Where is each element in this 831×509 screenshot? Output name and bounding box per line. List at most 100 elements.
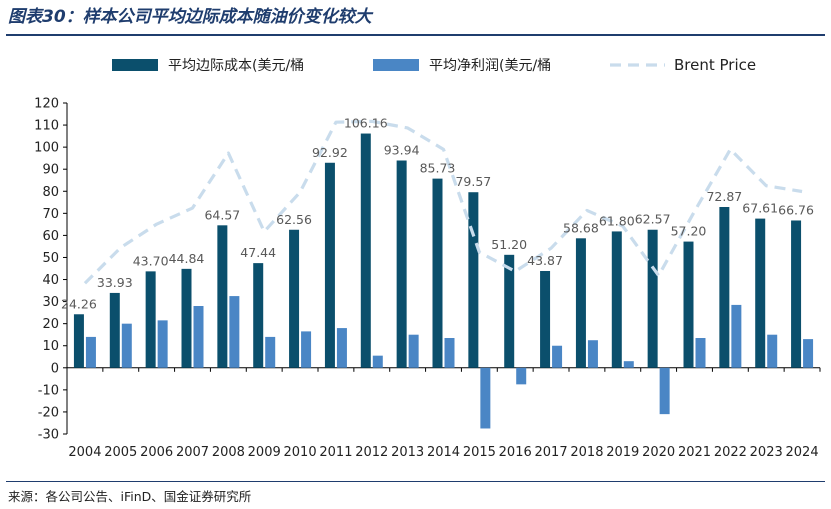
- cost-bar: [540, 270, 551, 368]
- y-tick-label: 80: [42, 185, 59, 200]
- y-tick-label: 120: [34, 97, 59, 112]
- y-tick-label: 110: [34, 119, 59, 134]
- cost-bar: [468, 192, 479, 368]
- cost-bar: [683, 241, 694, 368]
- brent-line: [83, 119, 803, 285]
- profit-bar: [803, 339, 814, 368]
- profit-bar: [480, 367, 491, 429]
- axes: -30 -20 -10 0 10 20 30 40 50 60 70 80 90 100 110 120: [34, 97, 821, 443]
- cost-bar: [217, 225, 228, 368]
- x-tick-label: 2006: [140, 445, 173, 460]
- x-tick-label: 2022: [714, 445, 747, 460]
- cost-bar: [719, 207, 730, 368]
- legend: 平均边际成本(美元/桶 平均净利润(美元/桶 Brent Price: [112, 56, 756, 74]
- source-note: 来源：各公司公告、iFinD、国金证券研究所: [8, 489, 252, 504]
- footer-rule: [6, 481, 825, 482]
- cost-bar: [611, 231, 622, 368]
- y-tick-label: -30: [38, 428, 59, 443]
- profit-bar: [408, 334, 419, 368]
- x-tick-label: 2016: [499, 445, 532, 460]
- bars: [73, 133, 814, 429]
- x-tick-label: 2024: [786, 445, 819, 460]
- x-tick-label: 2009: [248, 445, 281, 460]
- cost-bar: [791, 220, 802, 368]
- cost-bar: [360, 133, 371, 368]
- cost-bar: [647, 229, 658, 368]
- y-tick-label: 60: [42, 229, 59, 244]
- cost-bar: [504, 254, 515, 368]
- cost-data-label: 43.70: [133, 253, 169, 268]
- x-tick-label: 2019: [606, 445, 639, 460]
- cost-data-label: 62.56: [276, 212, 312, 227]
- x-tick-label: 2013: [391, 445, 424, 460]
- cost-data-label: 64.57: [204, 207, 240, 222]
- cost-data-label: 72.87: [706, 189, 742, 204]
- y-tick-label: 20: [42, 317, 59, 332]
- y-tick-label: 40: [42, 273, 59, 288]
- profit-bar: [121, 323, 132, 368]
- cost-data-label: 106.16: [344, 116, 388, 131]
- cost-data-label: 67.61: [742, 201, 778, 216]
- x-tick-label: 2004: [68, 445, 101, 460]
- profit-bar: [695, 338, 706, 368]
- cost-data-label: 33.93: [97, 275, 133, 290]
- cost-bar: [181, 268, 192, 368]
- cost-bar: [73, 314, 84, 368]
- x-tick-label: 2007: [176, 445, 209, 460]
- profit-bar: [659, 367, 670, 415]
- cost-bar: [145, 271, 156, 368]
- profit-bar: [767, 334, 778, 368]
- y-tick-label: -20: [38, 405, 59, 420]
- legend-swatch: [112, 59, 158, 71]
- cost-bar: [324, 162, 335, 368]
- profit-bar: [193, 306, 204, 368]
- profit-bar: [552, 345, 563, 368]
- profit-bar: [444, 338, 455, 368]
- profit-bar: [229, 296, 240, 368]
- x-axis-ticks: 2004 2005 2006 2007 2008 2009 2010 2011 2012 2013…: [68, 445, 818, 460]
- profit-bar: [587, 340, 598, 368]
- cost-data-label: 51.20: [491, 237, 527, 252]
- brent-price-line: [83, 119, 803, 285]
- x-tick-label: 2011: [319, 445, 352, 460]
- x-tick-label: 2008: [212, 445, 245, 460]
- profit-bar: [372, 355, 383, 368]
- x-tick-label: 2017: [535, 445, 568, 460]
- cost-bar: [253, 263, 264, 368]
- x-tick-label: 2014: [427, 445, 460, 460]
- legend-label: Brent Price: [674, 56, 756, 74]
- x-tick-label: 2023: [750, 445, 783, 460]
- x-tick-label: 2005: [104, 445, 137, 460]
- cost-data-label: 58.68: [563, 220, 599, 235]
- cost-bar: [396, 160, 407, 368]
- legend-label: 平均净利润(美元/桶: [429, 58, 551, 74]
- profit-bar: [265, 336, 276, 368]
- profit-bar: [336, 328, 347, 368]
- title-rule: [6, 34, 825, 36]
- cost-data-label: 62.57: [635, 212, 671, 227]
- y-tick-label: 30: [42, 295, 59, 310]
- cost-data-label: 85.73: [420, 161, 456, 176]
- y-tick-label: 10: [42, 339, 59, 354]
- profit-bar: [157, 320, 168, 368]
- cost-data-label: 79.57: [455, 174, 491, 189]
- cost-bar: [289, 229, 300, 368]
- x-tick-label: 2012: [355, 445, 388, 460]
- y-tick-label: 90: [42, 163, 59, 178]
- y-tick-label: 100: [34, 141, 59, 156]
- cost-data-label: 92.92: [312, 145, 348, 160]
- x-tick-label: 2015: [463, 445, 496, 460]
- profit-bar: [623, 361, 634, 368]
- profit-bar: [301, 331, 312, 368]
- cost-data-label: 57.20: [671, 224, 707, 239]
- cost-data-label: 47.44: [240, 245, 276, 260]
- x-tick-label: 2010: [284, 445, 317, 460]
- cost-bar: [575, 238, 586, 368]
- cost-data-label: 24.26: [61, 296, 97, 311]
- y-tick-label: 70: [42, 207, 59, 222]
- legend-label: 平均边际成本(美元/桶: [168, 58, 304, 74]
- y-tick-label: -10: [38, 383, 59, 398]
- profit-bar: [516, 367, 527, 385]
- cost-data-label: 66.76: [778, 202, 814, 217]
